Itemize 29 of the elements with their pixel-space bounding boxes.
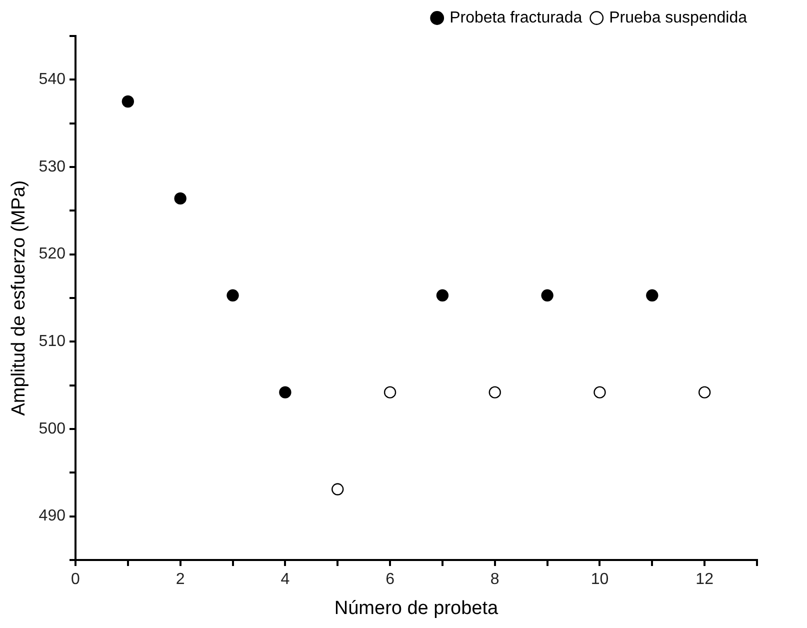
point bbox=[594, 386, 606, 398]
y-tick-label: 510 bbox=[38, 333, 66, 350]
point bbox=[174, 192, 186, 205]
x-tick-label: 2 bbox=[176, 571, 185, 588]
y-tick-label: 490 bbox=[38, 508, 66, 525]
point bbox=[279, 386, 292, 398]
y-tick-label: 520 bbox=[38, 246, 66, 263]
x-axis-title: Número de probeta bbox=[334, 598, 499, 619]
point bbox=[122, 95, 134, 108]
point bbox=[488, 386, 501, 398]
point bbox=[698, 386, 711, 398]
point bbox=[436, 289, 449, 302]
x-tick-label: 6 bbox=[386, 571, 395, 588]
legend-label: Prueba suspendida bbox=[609, 9, 748, 26]
point bbox=[384, 386, 396, 398]
y-axis-title: Amplitud de esfuerzo (MPa) bbox=[8, 180, 30, 416]
y-tick-label: 530 bbox=[38, 158, 66, 176]
y-tick-label: 540 bbox=[38, 71, 66, 88]
x-tick-label: 10 bbox=[590, 571, 609, 588]
point bbox=[646, 289, 658, 302]
legend-label: Probeta fracturada bbox=[450, 9, 582, 26]
point bbox=[541, 289, 554, 302]
point bbox=[226, 289, 239, 302]
x-tick-label: 12 bbox=[696, 571, 714, 588]
point bbox=[332, 483, 344, 496]
x-tick-label: 4 bbox=[280, 571, 290, 588]
y-tick-label: 500 bbox=[38, 420, 66, 438]
x-tick-label: 0 bbox=[71, 571, 80, 588]
x-tick-label: 8 bbox=[490, 571, 500, 588]
